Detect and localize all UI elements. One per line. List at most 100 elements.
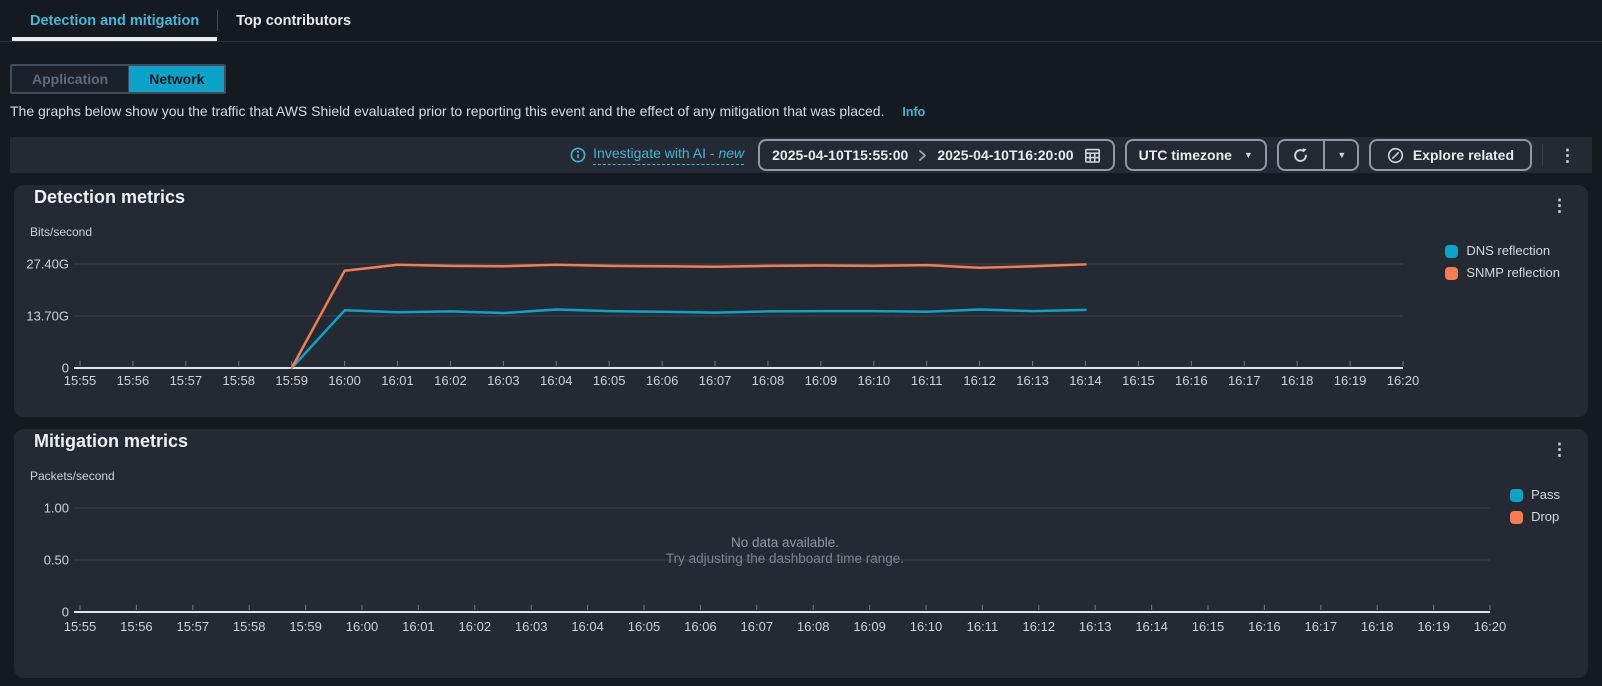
date-range-end: 2025-04-10T16:20:00 — [937, 147, 1074, 163]
x-tick-label: 16:09 — [805, 373, 838, 388]
mitigation-metrics-panel: Mitigation metrics ⋮ Packets/second 1.00… — [14, 429, 1588, 678]
x-tick-label: 16:01 — [381, 373, 414, 388]
tab-detection-and-mitigation[interactable]: Detection and mitigation — [12, 0, 218, 41]
x-tick-label: 16:17 — [1228, 373, 1261, 388]
detection-panel-overflow-menu[interactable]: ⋮ — [1551, 196, 1568, 215]
x-tick-label: 16:14 — [1135, 619, 1168, 634]
legend-entry-drop[interactable]: Drop — [1510, 508, 1560, 526]
tab-bar: Detection and mitigation Top contributor… — [0, 0, 1602, 42]
no-data-hint: Try adjusting the dashboard time range. — [666, 551, 904, 566]
legend-entry-snmp-reflection[interactable]: SNMP reflection — [1445, 264, 1560, 282]
caret-down-icon: ▼ — [1243, 150, 1253, 160]
x-tick-label: 15:55 — [64, 619, 97, 634]
x-tick-label: 16:08 — [797, 619, 830, 634]
x-tick-label: 16:11 — [967, 619, 999, 634]
timezone-select[interactable]: UTC timezone ▼ — [1124, 139, 1267, 171]
info-link[interactable]: Info — [902, 105, 926, 119]
x-tick-label: 16:16 — [1248, 619, 1281, 634]
x-tick-label: 16:10 — [910, 619, 943, 634]
x-tick-label: 16:13 — [1079, 619, 1112, 634]
x-tick-label: 15:59 — [289, 619, 322, 634]
x-tick-label: 16:01 — [402, 619, 435, 634]
x-tick-label: 16:03 — [515, 619, 548, 634]
refresh-button[interactable] — [1279, 141, 1323, 169]
series-line-dns-reflection — [290, 308, 1087, 370]
x-tick-label: 15:57 — [170, 373, 203, 388]
detection-metrics-panel: Detection metrics ⋮ Bits/second 27.40G 13… — [14, 185, 1588, 417]
x-tick-label: 16:07 — [741, 619, 774, 634]
x-tick-label: 16:14 — [1069, 373, 1102, 388]
legend-swatch — [1445, 266, 1459, 280]
calendar-icon — [1084, 148, 1100, 163]
x-tick-label: 16:09 — [853, 619, 886, 634]
x-tick-label: 15:55 — [64, 373, 97, 388]
legend-swatch — [1510, 510, 1524, 524]
date-range-start: 2025-04-10T15:55:00 — [772, 147, 909, 163]
x-tick-label: 16:03 — [487, 373, 520, 388]
x-tick-label: 16:19 — [1417, 619, 1450, 634]
toggle-divider — [128, 66, 130, 92]
x-tick-label: 16:06 — [646, 373, 679, 388]
tab-top-contributors[interactable]: Top contributors — [236, 12, 352, 29]
x-tick-label: 16:18 — [1361, 619, 1394, 634]
x-tick-label: 16:20 — [1387, 373, 1420, 388]
x-tick-label: 16:13 — [1016, 373, 1049, 388]
x-tick-label: 16:00 — [328, 373, 361, 388]
x-tick-label: 16:05 — [628, 619, 661, 634]
x-tick-label: 15:58 — [233, 619, 266, 634]
y-tick-label: 0 — [62, 361, 69, 376]
timezone-label: UTC timezone — [1138, 147, 1232, 163]
legend-label: SNMP reflection — [1466, 265, 1560, 280]
x-tick-label: 16:17 — [1305, 619, 1338, 634]
refresh-icon — [1294, 147, 1308, 162]
x-tick-label: 16:08 — [752, 373, 785, 388]
refresh-split-button: ▼ — [1276, 139, 1359, 171]
y-tick-label: 13.70G — [26, 309, 69, 324]
x-tick-label: 16:16 — [1175, 373, 1208, 388]
mitigation-panel-overflow-menu[interactable]: ⋮ — [1551, 440, 1568, 459]
toolbar-divider — [1542, 144, 1543, 166]
x-tick-label: 16:07 — [699, 373, 732, 388]
x-tick-label: 15:56 — [120, 619, 153, 634]
date-range-picker[interactable]: 2025-04-10T15:55:00 2025-04-10T16:20:00 — [758, 139, 1115, 171]
caret-down-icon: ▼ — [1337, 150, 1347, 160]
y-tick-label: 0.50 — [44, 553, 69, 568]
x-tick-label: 16:04 — [571, 619, 604, 634]
investigate-with-ai-link[interactable]: Investigate with AI - new — [570, 145, 745, 165]
x-tick-label: 15:56 — [117, 373, 150, 388]
toolbar-overflow-menu[interactable]: ⋮ — [1559, 145, 1576, 165]
toggle-application[interactable]: Application — [12, 66, 129, 92]
new-badge: new — [718, 145, 745, 161]
application-network-toggle: Application Network — [10, 64, 227, 94]
y-tick-label: 1.00 — [44, 501, 69, 516]
mitigation-y-axis-unit: Packets/second — [30, 469, 115, 483]
chart-toolbar: Investigate with AI - new 2025-04-10T15:… — [10, 137, 1592, 173]
x-tick-label: 16:02 — [459, 619, 492, 634]
description-text: The graphs below show you the traffic th… — [10, 103, 885, 119]
detection-legend: DNS reflection SNMP reflection — [1445, 242, 1560, 282]
description-line: The graphs below show you the traffic th… — [10, 103, 1602, 121]
x-tick-label: 15:58 — [222, 373, 255, 388]
refresh-options-button[interactable]: ▼ — [1322, 141, 1357, 169]
chevron-right-icon — [918, 149, 927, 162]
info-circle-icon — [570, 147, 586, 163]
detection-metrics-chart[interactable]: 27.40G 13.70G 015:55 15:56 15:57 15:58 15:59 16… — [14, 246, 1588, 400]
x-tick-label: 15:59 — [275, 373, 308, 388]
mitigation-legend: Pass Drop — [1510, 486, 1560, 526]
compass-icon — [1387, 147, 1403, 163]
explore-related-button[interactable]: Explore related — [1368, 139, 1532, 171]
x-tick-label: 16:10 — [858, 373, 891, 388]
toggle-network[interactable]: Network — [129, 66, 225, 92]
x-tick-label: 16:11 — [911, 373, 943, 388]
legend-entry-pass[interactable]: Pass — [1510, 486, 1560, 504]
legend-entry-dns-reflection[interactable]: DNS reflection — [1445, 242, 1560, 260]
series-line-snmp-reflection — [290, 263, 1087, 370]
x-tick-label: 16:06 — [684, 619, 717, 634]
legend-swatch — [1445, 244, 1459, 258]
mitigation-metrics-title: Mitigation metrics — [34, 431, 189, 451]
mitigation-metrics-chart[interactable]: 1.00 0.50 015:55 15:56 15:57 15:58 15:59 16:00 1… — [14, 490, 1588, 644]
legend-label: DNS reflection — [1466, 243, 1551, 258]
x-tick-label: 16:18 — [1281, 373, 1314, 388]
x-tick-label: 16:12 — [963, 373, 996, 388]
investigate-with-ai-label: Investigate with AI - new — [593, 145, 745, 165]
